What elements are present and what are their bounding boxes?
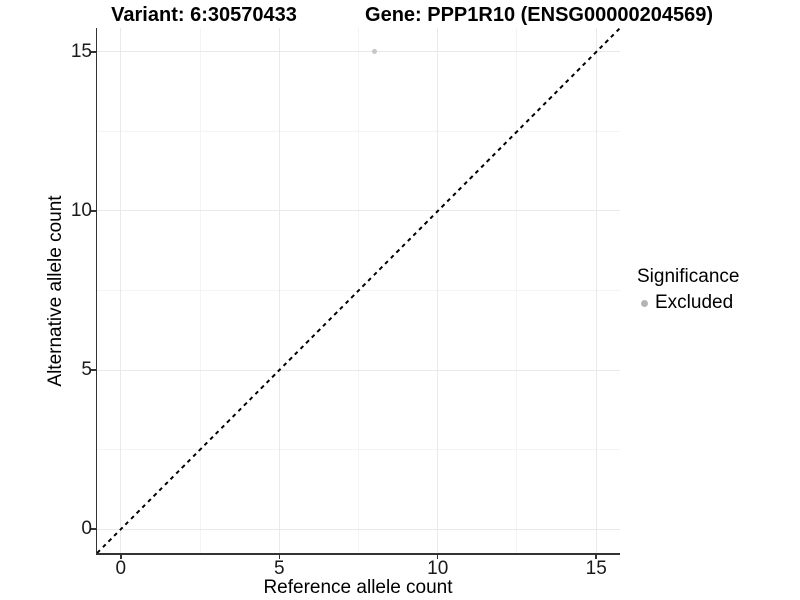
x-tick-label: 5 xyxy=(273,558,285,579)
plot-panel xyxy=(96,27,621,554)
y-tick-label: 10 xyxy=(70,199,92,221)
gridline-x-major xyxy=(278,28,280,553)
y-tick-label: 15 xyxy=(70,40,92,62)
x-tick-mark xyxy=(436,554,439,559)
gridline-y-major xyxy=(97,51,620,53)
y-axis-title: Alternative allele count xyxy=(45,195,66,387)
y-tick-mark xyxy=(91,528,96,530)
plot-title-variant: Variant: 6:30570433 xyxy=(111,4,297,26)
gridline-y-major xyxy=(97,528,620,530)
y-tick-mark xyxy=(91,210,96,212)
gridline-y-major xyxy=(97,369,620,371)
y-tick-label: 0 xyxy=(81,518,92,540)
gridline-x-major xyxy=(595,28,597,553)
y-tick-mark xyxy=(91,369,96,371)
legend-entry-excluded: Excluded xyxy=(637,292,739,314)
x-tick-mark xyxy=(595,554,597,559)
x-tick-mark xyxy=(120,554,122,559)
gridline-y-major xyxy=(97,210,620,212)
gridline-y-minor xyxy=(97,449,620,451)
x-axis-title: Reference allele count xyxy=(263,577,453,598)
legend-point-icon xyxy=(641,299,648,307)
x-tick-label: 10 xyxy=(427,558,449,579)
x-tick-mark xyxy=(278,554,280,559)
plot-title-gene: Gene: PPP1R10 (ENSG00000204569) xyxy=(365,4,713,26)
legend-title: Significance xyxy=(637,266,740,287)
gridline-x-major xyxy=(120,28,122,553)
y-tick-label: 5 xyxy=(81,359,92,381)
y-axis-line xyxy=(95,28,97,555)
x-tick-label: 15 xyxy=(585,558,607,579)
legend-entry-label: Excluded xyxy=(655,292,734,313)
legend: Significance Excluded xyxy=(637,266,739,314)
y-tick-mark xyxy=(91,51,96,53)
x-axis-line xyxy=(95,553,620,555)
data-point xyxy=(371,49,377,55)
gridline-x-major xyxy=(437,28,439,553)
x-tick-label: 0 xyxy=(115,558,127,579)
gridline-y-minor xyxy=(97,130,620,132)
